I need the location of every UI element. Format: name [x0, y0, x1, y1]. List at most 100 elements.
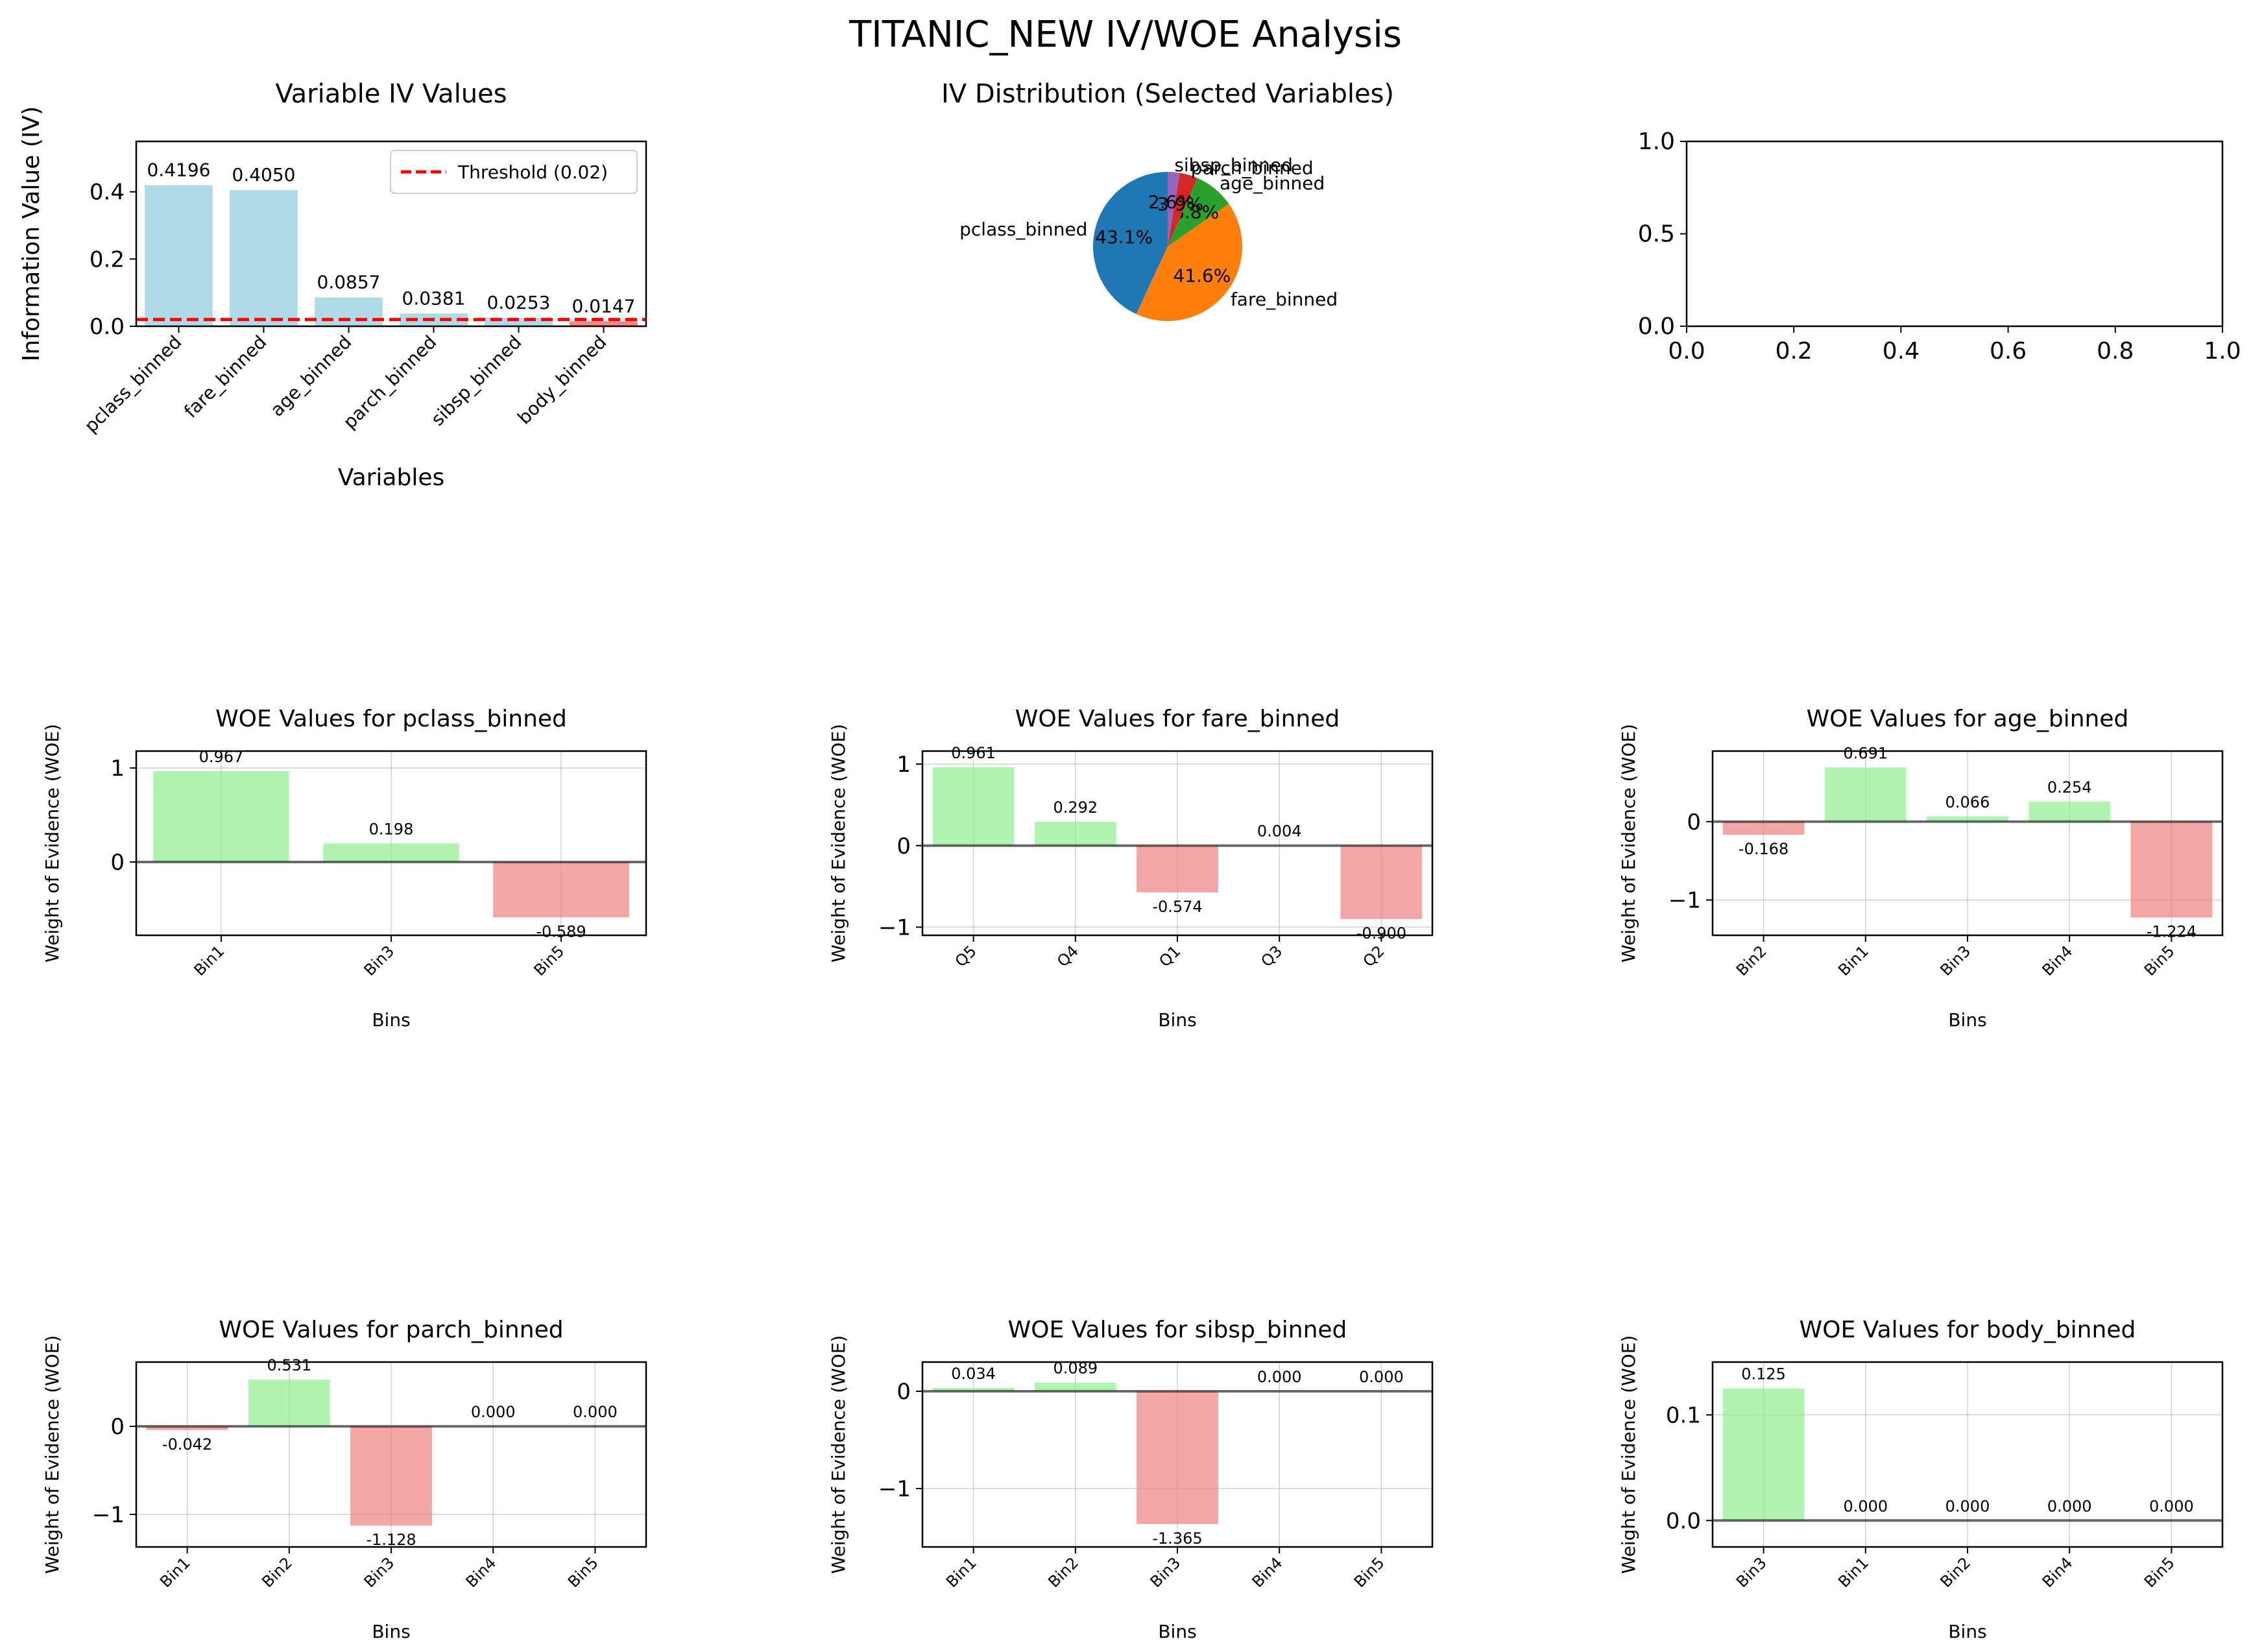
pie-slice-fare_binned: [1136, 204, 1242, 321]
x-tick-label: Bin3: [1147, 1553, 1185, 1591]
pie-slice-age_binned: [1168, 178, 1229, 246]
bar-Bin3: [323, 843, 459, 862]
bar-body_binned: [570, 321, 638, 326]
x-tick-label: Bin3: [361, 1553, 398, 1591]
data-label: 0.961: [951, 744, 996, 762]
y-tick-label: 0: [897, 833, 911, 859]
y-tick-label: 0.2: [90, 246, 125, 272]
data-label: 0.125: [1741, 1365, 1786, 1383]
bar-Q5: [932, 767, 1015, 846]
data-label: 0.000: [471, 1403, 516, 1421]
y-axis-label: Weight of Evidence (WOE): [42, 724, 63, 963]
data-label: 0.004: [1257, 822, 1302, 840]
data-label: 0.000: [1945, 1497, 1990, 1515]
y-tick-label: −1: [878, 915, 911, 940]
bar-Bin3: [1722, 1388, 1805, 1521]
x-tick-label: Bin4: [2039, 1553, 2076, 1591]
x-tick-label: Q2: [1360, 942, 1388, 970]
pie-label: pclass_binned: [959, 219, 1087, 240]
bar-Bin1: [146, 1426, 228, 1430]
y-tick-label: 0.0: [1638, 313, 1675, 340]
chart-title: WOE Values for parch_binned: [219, 1317, 563, 1343]
x-tick-label: Bin5: [1351, 1553, 1388, 1591]
bar-Bin2: [1034, 1382, 1116, 1391]
x-tick-label: Bin5: [564, 1553, 602, 1591]
chart-title: Variable IV Values: [275, 79, 507, 109]
data-label: 0.000: [1843, 1497, 1888, 1515]
chart-4: WOE Values for fare_binned 0.961 0.292 -0.5…: [828, 706, 1434, 1031]
data-label: 0.292: [1053, 798, 1098, 817]
x-tick-label: Bin2: [258, 1553, 296, 1591]
bar-age_binned: [315, 297, 383, 326]
y-tick-label: 0.1: [1666, 1402, 1701, 1428]
y-tick-label: 0.4: [90, 180, 125, 206]
bar-Q4: [1034, 822, 1116, 846]
x-tick-label: Bin1: [191, 942, 228, 979]
bar-Bin5: [2130, 821, 2213, 918]
x-tick-label: Q4: [1053, 942, 1082, 970]
y-axis-label: Weight of Evidence (WOE): [42, 1335, 63, 1574]
pie-label: fare_binned: [1231, 289, 1338, 310]
pie-pct-label: 3.9%: [1157, 193, 1203, 215]
bar-Bin2: [1722, 821, 1805, 835]
x-axis-label: Bins: [372, 1009, 410, 1031]
chart-1: IV Distribution (Selected Variables) 43.1…: [941, 79, 1394, 321]
bar-Bin1: [932, 1387, 1015, 1391]
data-label: 0.034: [951, 1365, 996, 1383]
x-tick-label: Bin4: [463, 1553, 500, 1591]
x-axis-label: Variables: [338, 464, 445, 491]
x-tick-label: fare_binned: [180, 331, 271, 422]
x-tick-label: Bin5: [2141, 942, 2178, 979]
x-tick-label: Bin1: [1835, 942, 1872, 979]
chart-title: WOE Values for age_binned: [1807, 706, 2129, 732]
data-label: -1.128: [366, 1531, 416, 1549]
bar-Q1: [1137, 845, 1218, 892]
x-tick-label: Bin4: [2039, 942, 2076, 979]
pie-pct-label: 41.6%: [1173, 265, 1231, 286]
y-tick-label: −1: [1668, 888, 1701, 914]
bar-fare_binned: [230, 190, 298, 326]
y-tick-label: 0: [110, 850, 125, 876]
data-label: 0.4050: [232, 164, 296, 186]
data-label: 0.254: [2047, 778, 2092, 796]
x-tick-label: Q5: [952, 942, 980, 970]
y-tick-label: 1: [897, 752, 911, 778]
chart-title: WOE Values for fare_binned: [1015, 706, 1340, 732]
data-label: 0.0253: [487, 292, 551, 313]
pie-label: age_binned: [1220, 173, 1325, 194]
y-tick-label: 0.5: [1638, 221, 1675, 248]
y-tick-label: 1.0: [1638, 128, 1675, 155]
x-tick-label: 0.2: [1776, 338, 1812, 365]
chart-6: WOE Values for parch_binned -0.042 0.531 -1…: [42, 1317, 647, 1642]
x-tick-label: 0.8: [2097, 338, 2134, 365]
bar-Bin1: [153, 771, 289, 862]
bar-Bin5: [493, 861, 629, 918]
x-tick-label: 0.4: [1883, 338, 1920, 365]
data-label: 0.000: [573, 1403, 618, 1421]
pie-slice-parch_binned: [1168, 173, 1198, 246]
data-label: -0.042: [162, 1435, 212, 1454]
x-tick-label: body_binned: [513, 331, 610, 429]
bar-Bin1: [1824, 767, 1907, 822]
x-tick-label: Q1: [1155, 942, 1184, 970]
chart-3: WOE Values for pclass_binned0.9670.198-0…: [42, 706, 647, 1031]
y-tick-label: −1: [878, 1476, 911, 1502]
bar-Bin3: [1927, 816, 2008, 822]
y-tick-label: 0: [897, 1379, 911, 1405]
x-tick-label: Bin4: [1249, 1553, 1286, 1591]
x-tick-label: Q3: [1257, 942, 1286, 970]
chart-title: WOE Values for pclass_binned: [215, 706, 567, 732]
axes-frame: [135, 140, 647, 328]
x-tick-label: pclass_binned: [80, 331, 186, 437]
x-tick-label: Bin3: [1937, 942, 1975, 979]
y-axis-label: Weight of Evidence (WOE): [1618, 1335, 1639, 1574]
pie-slice-pclass_binned: [1093, 172, 1168, 315]
data-label: 0.198: [369, 820, 414, 838]
x-tick-label: sibsp_binned: [427, 331, 525, 430]
pie-label: parch_binned: [1191, 158, 1314, 179]
x-tick-label: Bin2: [1937, 1553, 1975, 1591]
legend-label: Threshold (0.02): [457, 162, 608, 183]
x-tick-label: Bin5: [2141, 1553, 2178, 1591]
